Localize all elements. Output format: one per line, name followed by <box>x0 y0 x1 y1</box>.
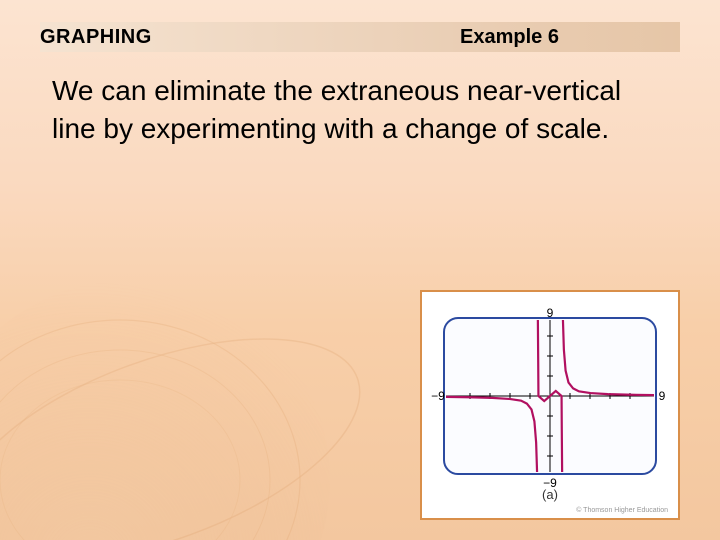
slide: GRAPHING Example 6 We can eliminate the … <box>0 0 720 540</box>
figure-panel: 9 −9 −9 9 (a) © Thomson Higher Education <box>420 290 680 520</box>
copyright-fineprint: © Thomson Higher Education <box>576 507 668 514</box>
ylabel-top: 9 <box>547 306 554 320</box>
plot-svg: 9 −9 −9 9 (a) <box>430 300 670 510</box>
header-band: GRAPHING Example 6 <box>40 22 680 52</box>
decorative-watermark <box>0 220 420 540</box>
body-text: We can eliminate the extraneous near-ver… <box>52 72 660 148</box>
xlabel-right: 9 <box>659 389 666 403</box>
xlabel-left: −9 <box>431 389 445 403</box>
figure-caption: (a) <box>542 487 558 502</box>
header-topic: GRAPHING <box>40 26 152 49</box>
header-example: Example 6 <box>460 26 559 49</box>
